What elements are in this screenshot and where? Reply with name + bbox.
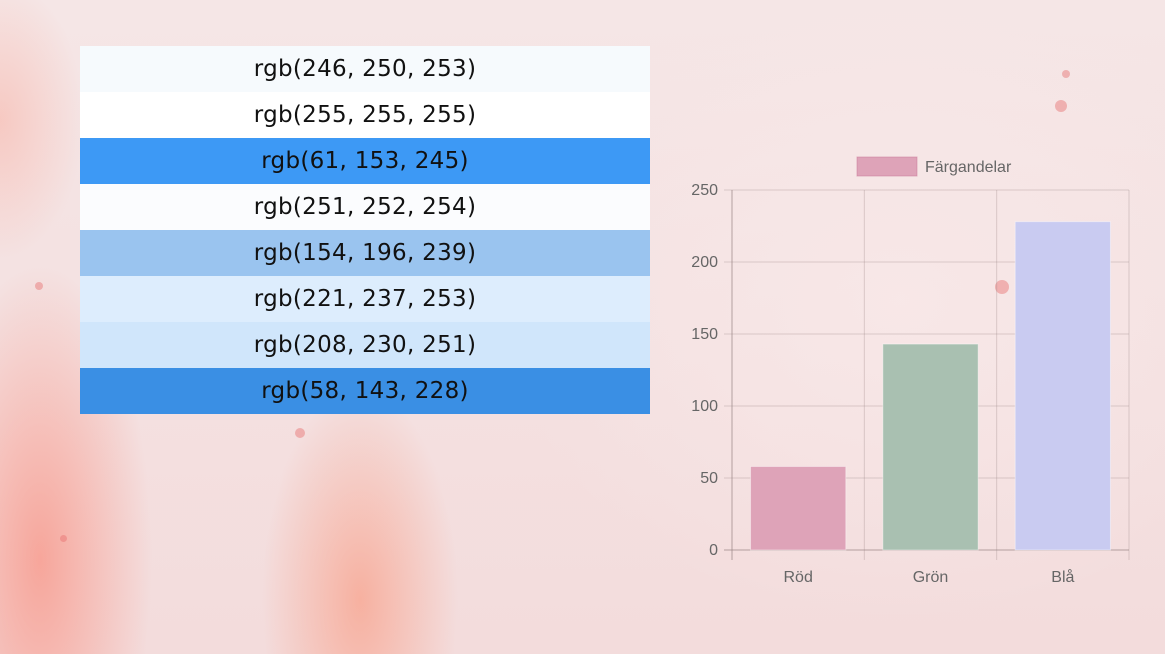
y-tick-label: 250 bbox=[691, 182, 718, 199]
swatch-row: rgb(154, 196, 239) bbox=[80, 230, 650, 276]
background-speck bbox=[35, 282, 43, 290]
y-tick-label: 100 bbox=[691, 398, 718, 415]
background-speck bbox=[60, 535, 67, 542]
swatch-row: rgb(255, 255, 255) bbox=[80, 92, 650, 138]
swatch-row: rgb(246, 250, 253) bbox=[80, 46, 650, 92]
bar-röd bbox=[750, 465, 847, 551]
background-speck bbox=[1062, 70, 1070, 78]
x-tick-label: Blå bbox=[1051, 568, 1074, 586]
y-tick-label: 150 bbox=[691, 326, 718, 343]
color-swatch-table: rgb(246, 250, 253) rgb(255, 255, 255) rgb(… bbox=[80, 46, 650, 414]
bar-blå bbox=[1014, 221, 1111, 551]
y-tick-label: 0 bbox=[709, 542, 718, 559]
swatch-row: rgb(221, 237, 253) bbox=[80, 276, 650, 322]
background-speck bbox=[295, 428, 305, 438]
legend-label: Färgandelar bbox=[925, 159, 1012, 176]
bar-grön bbox=[882, 343, 979, 551]
chart-svg: 0 50 100 150 200 250 Röd Grön Blå Färgandelar bbox=[691, 156, 1130, 586]
background-speck bbox=[995, 280, 1009, 294]
x-tick-label: Grön bbox=[913, 569, 949, 586]
y-tick-label: 200 bbox=[691, 254, 718, 271]
swatch-row: rgb(61, 153, 245) bbox=[80, 138, 650, 184]
x-tick-label: Röd bbox=[783, 569, 812, 586]
background-speck bbox=[1055, 100, 1067, 112]
swatch-row: rgb(208, 230, 251) bbox=[80, 322, 650, 368]
legend-swatch bbox=[856, 156, 918, 177]
swatch-row: rgb(251, 252, 254) bbox=[80, 184, 650, 230]
y-tick-label: 50 bbox=[700, 470, 718, 487]
bar-chart: 0 50 100 150 200 250 Röd Grön Blå Färgandelar bbox=[670, 150, 1150, 600]
swatch-row: rgb(58, 143, 228) bbox=[80, 368, 650, 414]
